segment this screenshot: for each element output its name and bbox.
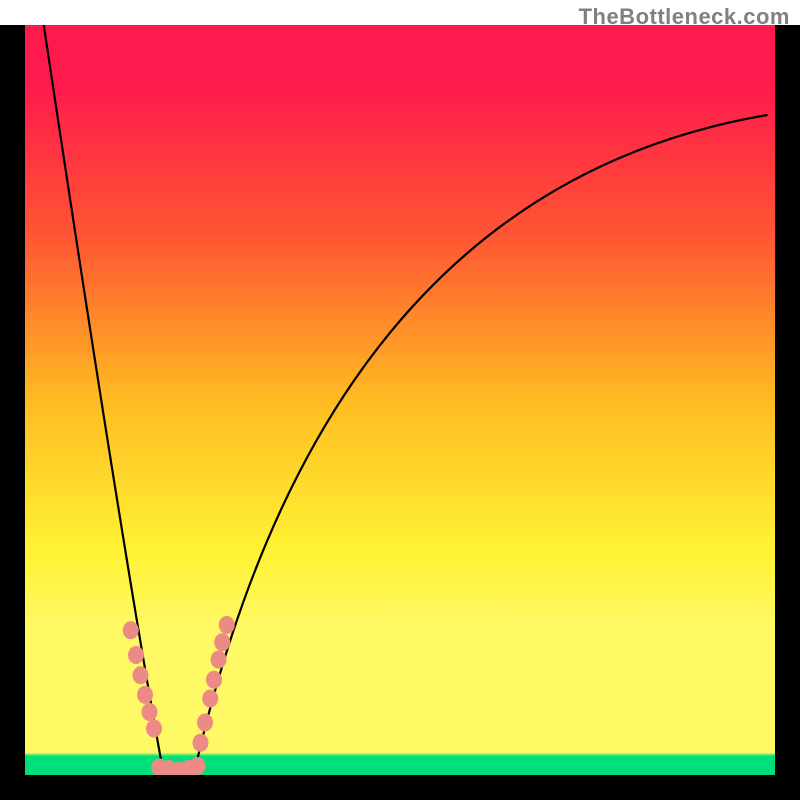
marker-left: [142, 703, 158, 721]
marker-right: [219, 616, 235, 634]
marker-right: [214, 633, 230, 651]
marker-right: [206, 671, 222, 689]
bottleneck-chart: [0, 0, 800, 800]
marker-right: [211, 651, 227, 669]
marker-left: [146, 720, 162, 738]
marker-left: [133, 666, 149, 684]
marker-left: [128, 646, 144, 664]
marker-left: [137, 686, 153, 704]
marker-right: [193, 734, 209, 752]
marker-trough: [190, 757, 206, 775]
watermark-text: TheBottleneck.com: [579, 4, 790, 30]
marker-right: [197, 714, 213, 732]
marker-right: [202, 690, 218, 708]
marker-left: [123, 621, 139, 639]
